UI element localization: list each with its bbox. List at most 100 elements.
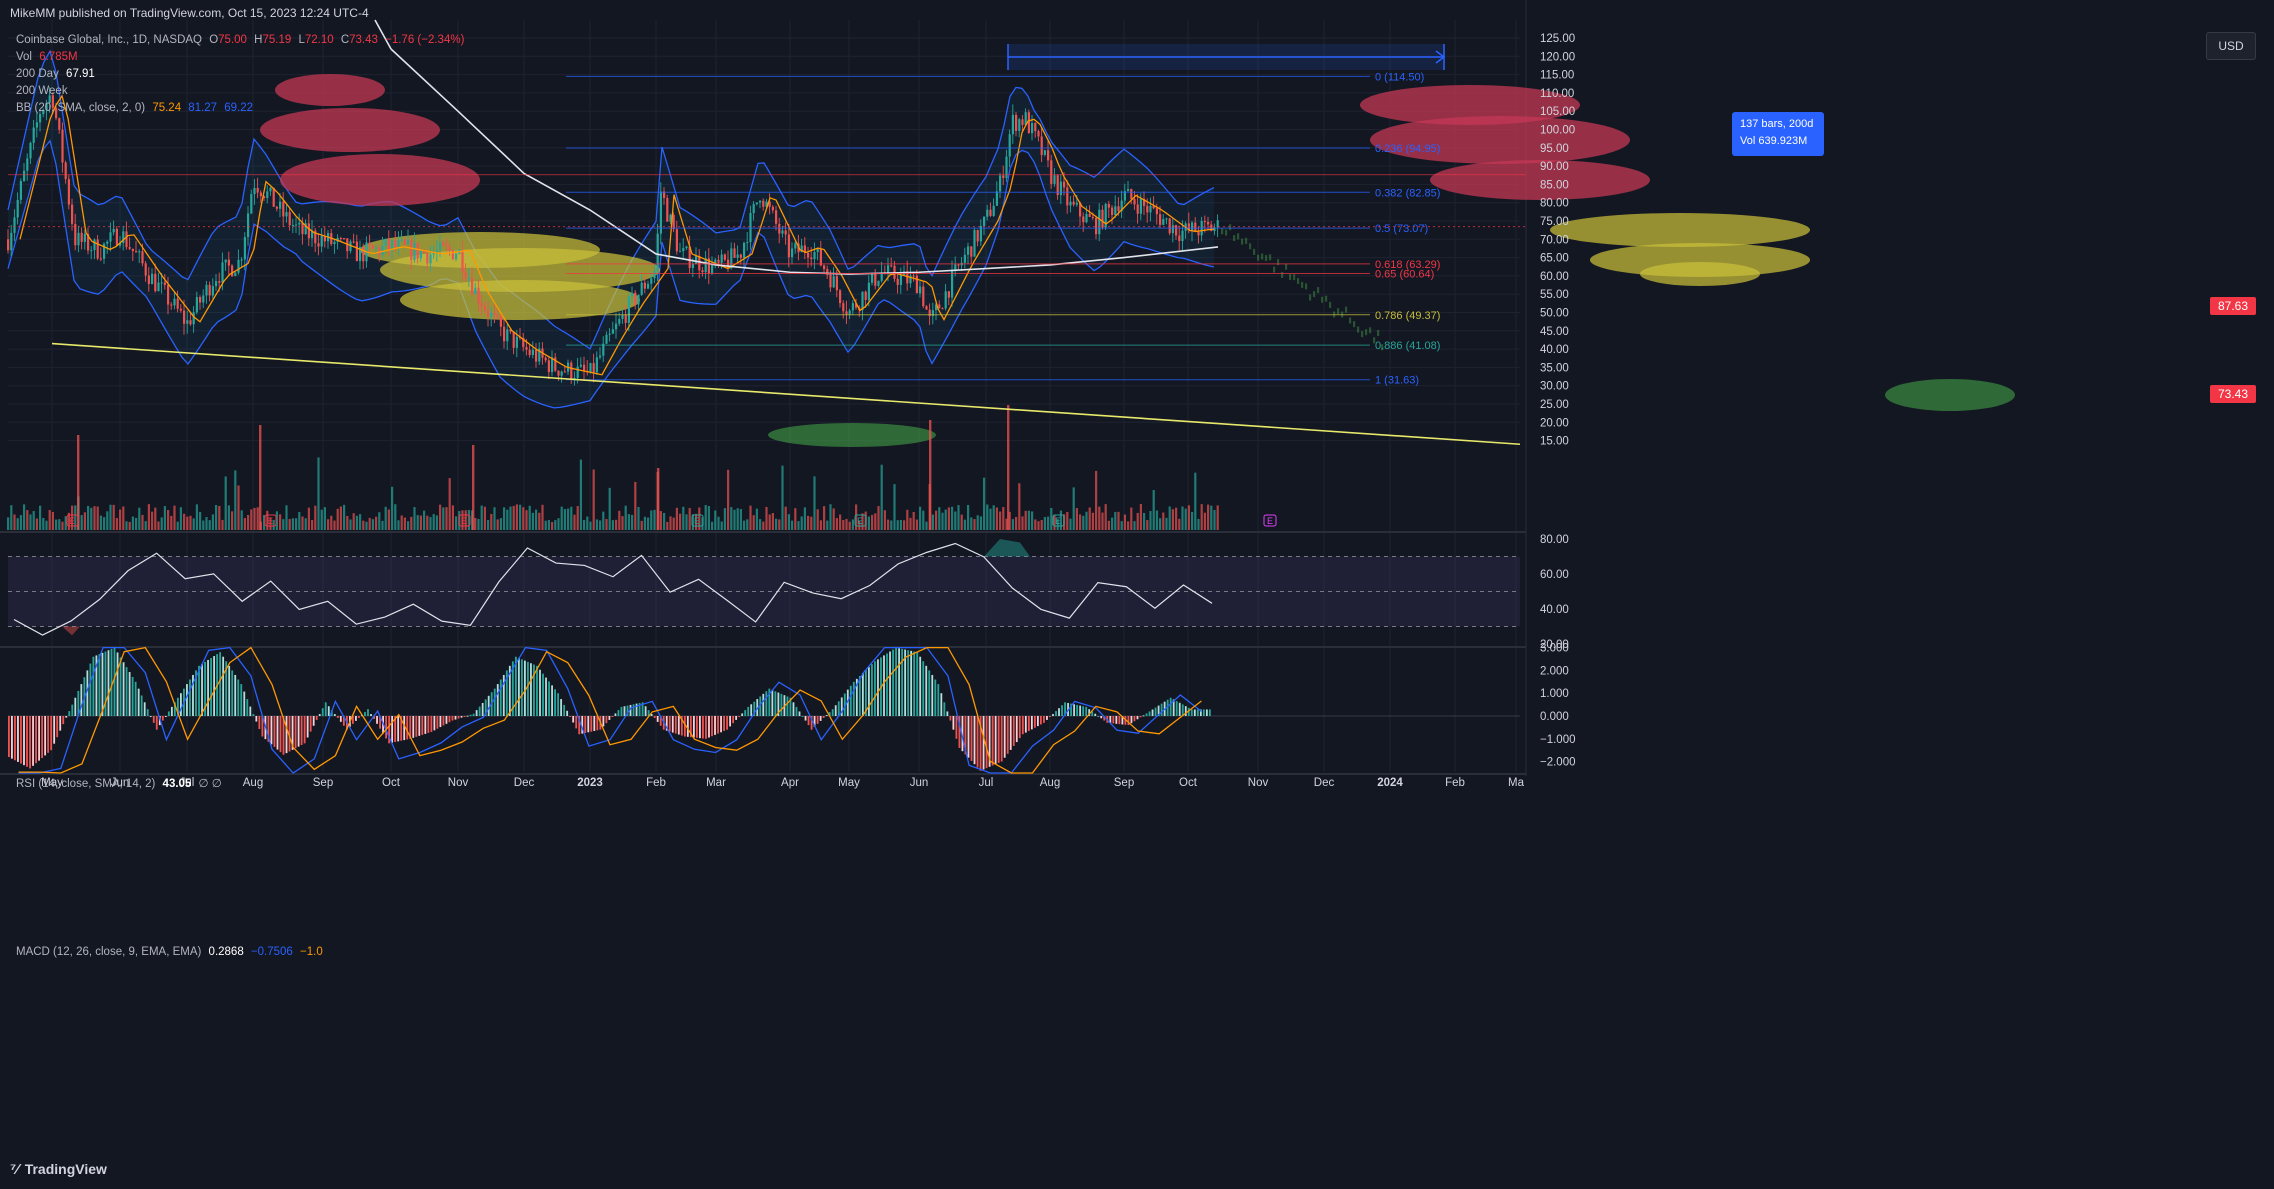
volume-bar — [784, 506, 787, 530]
tradingview-brand[interactable]: ⁷⁄ TradingView — [10, 1161, 107, 1178]
volume-bar — [615, 519, 618, 530]
macd-histogram-bar — [705, 716, 707, 739]
candle-body — [768, 201, 771, 207]
volume-bar — [663, 512, 666, 530]
candle-body — [915, 275, 918, 294]
time-tick-11: Apr — [781, 777, 799, 789]
candle-body — [487, 310, 490, 317]
volume-bar — [589, 521, 592, 530]
volume-bar — [301, 516, 304, 530]
candle-body — [685, 246, 688, 249]
upcoming-earnings-icon — [1263, 514, 1277, 527]
candle-body — [957, 264, 960, 266]
candle-body — [803, 245, 806, 253]
macd-histogram-bar — [74, 697, 77, 716]
volume-bar — [48, 509, 51, 530]
candle-body — [381, 245, 384, 255]
price-tick-17: 40.00 — [1540, 344, 1569, 356]
symbol-name: Coinbase Global, Inc., 1D, NASDAQ — [16, 34, 202, 46]
volume-bar — [320, 509, 323, 530]
volume-bar — [538, 512, 541, 530]
candle-body — [1133, 198, 1136, 205]
macd-histogram-bar — [1178, 702, 1181, 716]
projection-candle — [1221, 228, 1224, 235]
candle-body — [288, 212, 291, 226]
candle-body — [186, 320, 189, 324]
macd-histogram-bar — [213, 656, 216, 716]
candle-body — [589, 363, 592, 373]
volume-bar — [154, 507, 157, 530]
volume-bar — [1015, 516, 1018, 530]
candle-body — [1101, 209, 1104, 228]
volume-bar — [595, 519, 598, 530]
volume-bar — [96, 506, 99, 530]
candle-body — [74, 223, 77, 246]
candle-body — [282, 201, 285, 217]
candle-body — [743, 242, 746, 258]
candle-body — [759, 200, 762, 203]
candle-body — [823, 265, 826, 270]
candle-body — [195, 297, 198, 313]
macd-histogram-bar — [557, 693, 560, 716]
macd-histogram-bar — [240, 684, 243, 716]
candle-body — [752, 204, 755, 214]
macd-histogram-bar — [451, 716, 454, 721]
candle-body — [359, 247, 362, 262]
macd-histogram-bar — [155, 716, 158, 730]
volume-bar — [1056, 519, 1059, 530]
macd-histogram-bar — [617, 710, 620, 716]
volume-bar — [922, 510, 925, 530]
currency-button[interactable]: USD — [2206, 32, 2256, 60]
macd-histogram-bar — [1184, 706, 1187, 716]
macd-histogram-bar — [478, 706, 481, 716]
volume-bar — [602, 511, 605, 530]
macd-histogram-bar — [952, 716, 955, 730]
rsi-value: 43.05 — [162, 778, 192, 790]
macd-histogram-bar — [243, 691, 246, 716]
macd-histogram-bar — [877, 659, 879, 716]
macd-histogram-bar — [333, 714, 336, 716]
candle-body — [1056, 175, 1059, 196]
macd-histogram-bar — [198, 665, 200, 716]
macd-histogram-bar — [26, 716, 28, 767]
volume-bar — [410, 516, 413, 530]
macd-histogram-bar — [861, 673, 864, 716]
volume-bar — [112, 504, 115, 530]
macd-histogram-bar — [300, 716, 303, 745]
macd-legend: MACD (12, 26, close, 9, EMA, EMA) 0.2868… — [16, 946, 323, 958]
macd-histogram-bar — [801, 716, 804, 717]
volume-bar — [304, 518, 307, 530]
macd-histogram-bar — [581, 716, 584, 734]
projection-candle — [1249, 243, 1252, 250]
volume-bar — [26, 510, 29, 530]
volume-bar — [695, 513, 698, 530]
macd-histogram-bar — [904, 649, 907, 716]
candle-body — [1075, 202, 1078, 205]
macd-histogram-bar — [524, 660, 526, 716]
candle-body — [144, 263, 147, 276]
volume-bar — [727, 469, 730, 530]
macd-histogram-bar — [674, 716, 677, 734]
candle-body — [125, 231, 128, 248]
volume-bar — [464, 510, 467, 530]
candle-body — [701, 270, 704, 273]
candle-body — [775, 210, 778, 224]
projection-candle — [1357, 326, 1360, 333]
volume-bar — [599, 520, 602, 530]
macd-histogram-bar — [379, 716, 381, 729]
candle-body — [813, 252, 816, 260]
price-tick-13: 60.00 — [1540, 271, 1569, 283]
macd-histogram-bar — [388, 716, 391, 744]
measure-bars: 137 bars, 200d — [1740, 118, 1814, 130]
candle-body — [67, 179, 70, 205]
volume-bar — [400, 515, 403, 530]
candle-body — [1098, 209, 1101, 235]
macd-histogram-bar — [735, 716, 738, 720]
volume-bar — [925, 521, 928, 530]
support-zone — [1640, 262, 1760, 286]
projection-candle — [1229, 224, 1232, 231]
earnings-marker-icon — [66, 514, 79, 527]
volume-bar — [109, 504, 112, 530]
